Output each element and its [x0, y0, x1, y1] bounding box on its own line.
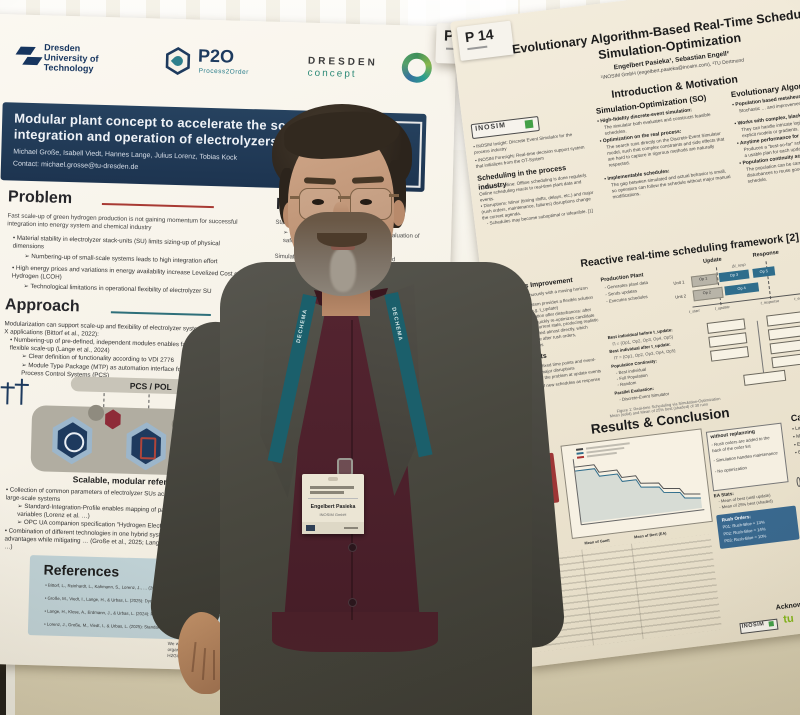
person-shirt-button-3	[348, 598, 357, 607]
person-shirt-button-2	[348, 543, 357, 552]
person-right-hand-finger-line-3	[213, 650, 215, 680]
badge-hole	[328, 477, 338, 481]
badge-org: INOSIM GmbH	[319, 512, 347, 517]
person-shirt-hem	[272, 612, 438, 652]
badge-name: Engelbert Pasieka	[310, 504, 356, 510]
badge-footer-strip	[302, 522, 364, 534]
person-eye-right	[360, 199, 372, 205]
badge-header-bar-1	[310, 486, 354, 489]
person-mouth	[331, 245, 355, 250]
person-ear-right	[392, 200, 405, 226]
badge-header-bar-2	[310, 491, 344, 494]
person-beard-chin-gray	[330, 248, 356, 292]
results-chart	[560, 428, 713, 539]
lanyard-text-left: DECHEMA	[295, 308, 309, 344]
glasses-temple-left	[290, 196, 300, 199]
person-eye-left	[312, 199, 324, 205]
badge-divider	[308, 498, 358, 499]
person-mustache	[317, 233, 367, 247]
results-chart-svg	[572, 459, 705, 526]
badge-footer-bar	[344, 527, 358, 529]
right-poster-board: P 14 Evolutionary Algorithm-Based Real-T…	[450, 0, 800, 668]
glasses-temple-right	[389, 194, 399, 197]
badge-footer-logo	[306, 525, 315, 531]
conference-badge: Engelbert Pasieka INOSIM GmbH	[302, 474, 364, 534]
glasses-bridge	[338, 196, 351, 199]
